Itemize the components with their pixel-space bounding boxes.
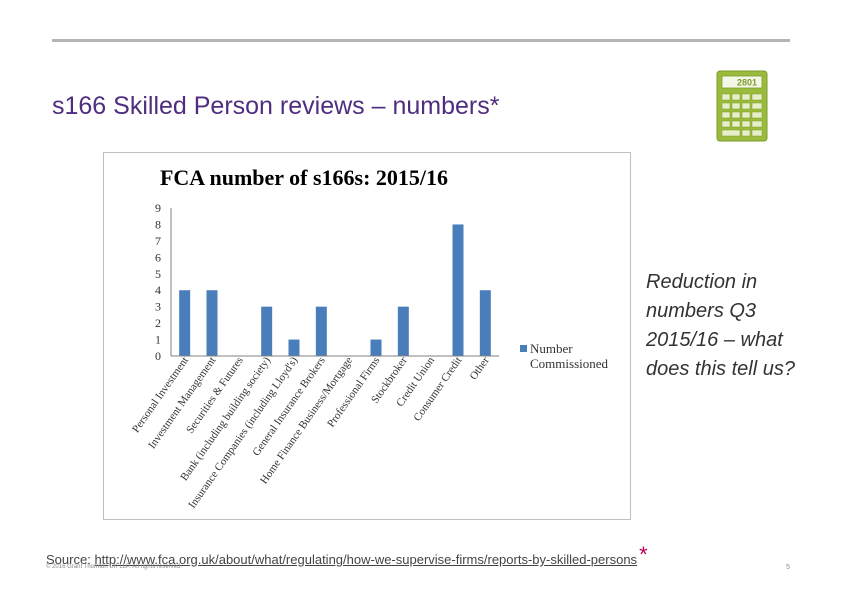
side-note: Reduction in numbers Q3 2015/16 – what d… bbox=[646, 271, 795, 380]
calculator-display: 2801 bbox=[737, 78, 757, 88]
bar bbox=[370, 339, 382, 356]
y-tick-label: 5 bbox=[155, 267, 161, 281]
y-tick-label: 1 bbox=[155, 333, 161, 347]
copyright: © 2016 Grant Thornton UK LLP. All rights… bbox=[46, 564, 182, 570]
bar bbox=[315, 306, 327, 356]
bar bbox=[479, 290, 491, 356]
bar bbox=[397, 306, 409, 356]
top-rule bbox=[52, 39, 790, 42]
x-tick-label: Other bbox=[468, 355, 492, 383]
y-tick-label: 3 bbox=[155, 300, 161, 314]
source-link[interactable]: http://www.fca.org.uk/about/what/regulat… bbox=[94, 552, 638, 567]
y-tick-label: 0 bbox=[155, 349, 161, 363]
y-tick-label: 7 bbox=[155, 234, 161, 248]
source-line: Source: http://www.fca.org.uk/about/what… bbox=[46, 542, 648, 568]
calculator-icon: 2801 bbox=[716, 70, 768, 142]
legend-swatch bbox=[520, 345, 527, 352]
source-asterisk: * bbox=[639, 542, 648, 567]
bar-chart: FCA number of s166s: 2015/16 0123456789 … bbox=[130, 165, 609, 511]
bar bbox=[288, 339, 300, 356]
y-tick-label: 6 bbox=[155, 250, 161, 264]
bar bbox=[261, 306, 273, 356]
y-tick-label: 4 bbox=[155, 283, 161, 297]
bar bbox=[452, 224, 464, 356]
legend-label: Number Commissioned bbox=[530, 341, 609, 371]
y-tick-label: 2 bbox=[155, 316, 161, 330]
bar bbox=[206, 290, 218, 356]
page-number: 5 bbox=[786, 564, 790, 571]
bar bbox=[179, 290, 191, 356]
y-tick-label: 9 bbox=[155, 201, 161, 215]
chart-title: FCA number of s166s: 2015/16 bbox=[160, 165, 448, 190]
source-label: Source: bbox=[46, 552, 91, 567]
slide-title: s166 Skilled Person reviews – numbers* bbox=[52, 92, 500, 120]
y-tick-label: 8 bbox=[155, 217, 161, 231]
